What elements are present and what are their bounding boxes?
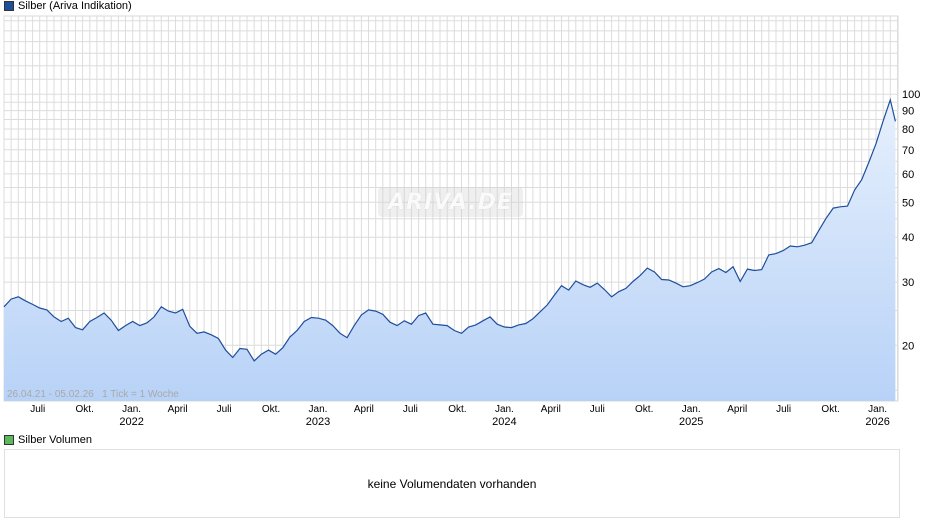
- x-tick-label: Okt.: [262, 404, 280, 415]
- x-tick-label: Jan.: [868, 404, 887, 415]
- watermark-logo: ARIVA.DE: [378, 187, 523, 217]
- x-tick-label: April: [354, 404, 374, 415]
- x-tick-label: Okt.: [76, 404, 94, 415]
- date-range-note: 26.04.21 - 05.02.26 1 Tick = 1 Woche: [7, 389, 179, 400]
- x-tick-label: April: [168, 404, 188, 415]
- legend-volume-swatch: [4, 435, 14, 445]
- volume-panel: keine Volumendaten vorhanden: [4, 449, 900, 518]
- x-tick-label: Juli: [590, 404, 605, 415]
- x-tick-label: Juli: [217, 404, 232, 415]
- legend-price-label: Silber (Ariva Indikation): [18, 0, 132, 12]
- y-tick-label: 60: [902, 169, 914, 181]
- x-tick-label: April: [727, 404, 747, 415]
- x-year-label: 2022: [119, 416, 143, 428]
- x-tick-label: Okt.: [821, 404, 839, 415]
- x-tick-label: Okt.: [448, 404, 466, 415]
- y-tick-label: 50: [902, 197, 914, 209]
- x-tick-label: Juli: [776, 404, 791, 415]
- x-tick-label: April: [541, 404, 561, 415]
- x-year-label: 2025: [679, 416, 703, 428]
- series-line: [3, 97, 896, 362]
- y-tick-label: 20: [902, 340, 914, 352]
- y-tick-label: 100: [902, 89, 920, 101]
- x-year-label: 2024: [492, 416, 516, 428]
- series-area: [4, 99, 896, 402]
- legend-price-swatch: [4, 1, 14, 11]
- x-year-label: 2023: [306, 416, 330, 428]
- x-tick-label: Jan.: [309, 404, 328, 415]
- y-tick-label: 40: [902, 232, 914, 244]
- x-tick-label: Jan.: [682, 404, 701, 415]
- x-tick-label: Jan.: [122, 404, 141, 415]
- x-tick-label: Juli: [403, 404, 418, 415]
- legend-price: Silber (Ariva Indikation): [4, 0, 132, 12]
- legend-volume-label: Silber Volumen: [18, 434, 92, 446]
- y-tick-label: 80: [902, 124, 914, 136]
- y-tick-label: 30: [902, 277, 914, 289]
- x-year-label: 2026: [865, 416, 889, 428]
- y-tick-label: 90: [902, 106, 914, 118]
- x-tick-label: Jan.: [495, 404, 514, 415]
- x-tick-label: Juli: [30, 404, 45, 415]
- y-tick-label: 70: [902, 145, 914, 157]
- volume-empty-message: keine Volumendaten vorhanden: [367, 476, 537, 491]
- x-tick-label: Okt.: [635, 404, 653, 415]
- legend-volume: Silber Volumen: [4, 434, 92, 446]
- watermark-text: ARIVA.DE: [388, 189, 513, 215]
